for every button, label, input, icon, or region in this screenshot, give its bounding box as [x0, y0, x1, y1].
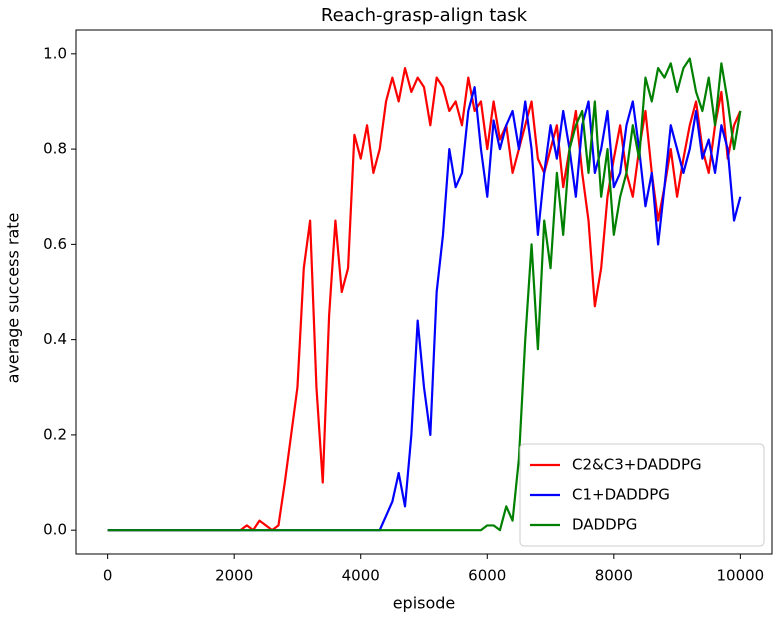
x-tick-label: 2000 [215, 567, 253, 585]
y-axis-label: average success rate [4, 213, 23, 384]
y-tick-label: 0.4 [43, 330, 67, 348]
legend-label: DADDPG [572, 516, 637, 534]
x-tick-label: 6000 [468, 567, 506, 585]
series-line [107, 57, 742, 532]
y-tick-label: 0.0 [43, 521, 67, 539]
x-tick-label: 4000 [342, 567, 380, 585]
legend-label: C2&C3+DADDPG [572, 456, 702, 474]
x-tick-label: 0 [103, 567, 113, 585]
x-tick-label: 8000 [595, 567, 633, 585]
legend-box [519, 443, 765, 547]
y-tick-label: 0.8 [43, 140, 67, 158]
y-tick-label: 0.6 [43, 235, 67, 253]
x-tick-label: 10000 [717, 567, 765, 585]
y-tick-label: 1.0 [43, 44, 67, 62]
chart-title: Reach-grasp-align task [321, 5, 528, 26]
x-axis-label: episode [393, 594, 456, 613]
legend-label: C1+DADDPG [572, 486, 670, 504]
y-tick-label: 0.2 [43, 425, 67, 443]
plot-frame [75, 29, 773, 555]
